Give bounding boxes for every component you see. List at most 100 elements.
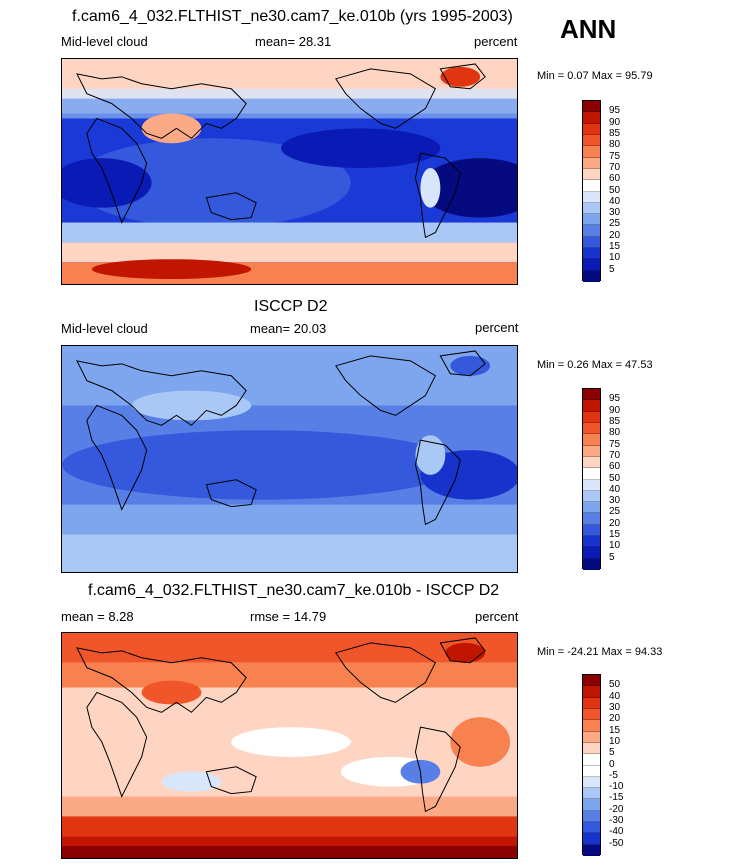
colorbar-swatch <box>583 123 600 135</box>
panel2-variable: Mid-level cloud <box>61 321 148 336</box>
panel2-mean: mean= 20.03 <box>250 321 327 336</box>
colorbar-swatch <box>583 248 600 260</box>
colorbar-swatch <box>583 225 600 237</box>
colorbar-tick-label: 70 <box>609 161 621 173</box>
panel1-title: f.cam6_4_032.FLTHIST_ne30.cam7_ke.010b (… <box>72 8 513 25</box>
colorbar-swatch <box>583 168 600 181</box>
colorbar-tick-label: 70 <box>609 449 621 461</box>
colorbar-tick-label: -10 <box>609 781 624 793</box>
panel3-units: percent <box>475 609 519 624</box>
colorbar-tick-label: 80 <box>609 427 621 439</box>
colorbar-tick-label: 20 <box>609 229 621 241</box>
panel3-mean: mean = 8.28 <box>61 609 134 624</box>
colorbar-tick-label: 20 <box>609 517 621 529</box>
colorbar-tick-label: -15 <box>609 792 624 804</box>
colorbar-tick-label: 85 <box>609 415 621 427</box>
panel2-units: percent <box>475 320 519 335</box>
colorbar-swatch <box>583 434 600 446</box>
colorbar-swatch <box>583 754 600 766</box>
colorbar-swatch <box>583 502 600 514</box>
colorbar-tick-label: 50 <box>609 184 621 196</box>
colorbar-swatch <box>583 214 600 226</box>
colorbar-swatch <box>583 810 600 823</box>
panel2-map <box>61 345 518 573</box>
colorbar-tick-label: 0 <box>609 758 615 770</box>
colorbar-swatch <box>583 422 600 435</box>
colorbar-swatch <box>583 799 600 811</box>
colorbar-tick-label: 50 <box>609 679 621 691</box>
colorbar-tick-label: 15 <box>609 724 621 736</box>
panel2-colorbar <box>582 388 601 570</box>
colorbar-swatch <box>583 776 600 789</box>
colorbar-swatch <box>583 112 600 124</box>
colorbar-swatch <box>583 146 600 158</box>
colorbar-tick-label: 75 <box>609 150 621 162</box>
colorbar-tick-label: -20 <box>609 803 624 815</box>
panel2-map-field <box>62 346 517 572</box>
colorbar-tick-label: 30 <box>609 701 621 713</box>
colorbar-swatch <box>583 445 600 457</box>
colorbar-tick-label: 30 <box>609 207 621 219</box>
colorbar-tick-label: 40 <box>609 195 621 207</box>
panel1-map-field <box>62 59 517 284</box>
colorbar-tick-label: 10 <box>609 735 621 747</box>
colorbar-tick-label: 90 <box>609 116 621 128</box>
panel3-colorbar <box>582 674 601 856</box>
colorbar-swatch <box>583 411 600 423</box>
colorbar-tick-label: 25 <box>609 506 621 518</box>
colorbar-swatch <box>583 259 600 271</box>
colorbar-tick-label: 50 <box>609 472 621 484</box>
colorbar-tick-label: 40 <box>609 483 621 495</box>
season-label: ANN <box>560 14 617 44</box>
colorbar-swatch <box>583 675 600 687</box>
colorbar-tick-label: 95 <box>609 393 621 405</box>
colorbar-tick-label: -5 <box>609 769 618 781</box>
colorbar-tick-label: 15 <box>609 241 621 253</box>
colorbar-tick-label: 90 <box>609 404 621 416</box>
colorbar-swatch <box>583 456 600 469</box>
colorbar-swatch <box>583 742 600 755</box>
colorbar-tick-label: -30 <box>609 815 624 827</box>
colorbar-swatch <box>583 524 600 537</box>
panel1-minmax: Min = 0.07 Max = 95.79 <box>537 70 653 82</box>
colorbar-tick-label: 10 <box>609 540 621 552</box>
colorbar-swatch <box>583 270 600 282</box>
colorbar-tick-label: 15 <box>609 529 621 541</box>
colorbar-swatch <box>583 697 600 709</box>
colorbar-swatch <box>583 134 600 147</box>
panel3-title: f.cam6_4_032.FLTHIST_ne30.cam7_ke.010b -… <box>88 582 500 599</box>
panel2-title: ISCCP D2 <box>254 298 328 315</box>
panel3-map-field <box>62 633 517 858</box>
colorbar-tick-label: -50 <box>609 837 624 849</box>
colorbar-swatch <box>583 765 600 777</box>
colorbar-swatch <box>583 191 600 203</box>
colorbar-swatch <box>583 833 600 845</box>
colorbar-tick-label: 60 <box>609 173 621 185</box>
colorbar-swatch <box>583 157 600 169</box>
panel1-variable: Mid-level cloud <box>61 34 148 49</box>
colorbar-swatch <box>583 558 600 570</box>
colorbar-tick-label: -40 <box>609 826 624 838</box>
colorbar-tick-label: 5 <box>609 263 615 275</box>
panel3-map <box>61 632 518 859</box>
panel1-map <box>61 58 518 285</box>
colorbar-tick-label: 85 <box>609 127 621 139</box>
colorbar-swatch <box>583 822 600 834</box>
panel1-units: percent <box>474 34 518 49</box>
colorbar-tick-label: 30 <box>609 495 621 507</box>
colorbar-tick-label: 20 <box>609 713 621 725</box>
colorbar-swatch <box>583 547 600 559</box>
colorbar-swatch <box>583 686 600 698</box>
colorbar-swatch <box>583 513 600 525</box>
colorbar-swatch <box>583 389 600 401</box>
colorbar-tick-label: 80 <box>609 139 621 151</box>
colorbar-tick-label: 75 <box>609 438 621 450</box>
colorbar-tick-label: 40 <box>609 690 621 702</box>
colorbar-swatch <box>583 731 600 743</box>
colorbar-tick-label: 25 <box>609 218 621 230</box>
colorbar-tick-label: 5 <box>609 551 615 563</box>
colorbar-swatch <box>583 708 600 721</box>
panel3-minmax: Min = -24.21 Max = 94.33 <box>537 646 663 658</box>
panel3-rmse: rmse = 14.79 <box>250 609 327 624</box>
panel1-colorbar <box>582 100 601 282</box>
